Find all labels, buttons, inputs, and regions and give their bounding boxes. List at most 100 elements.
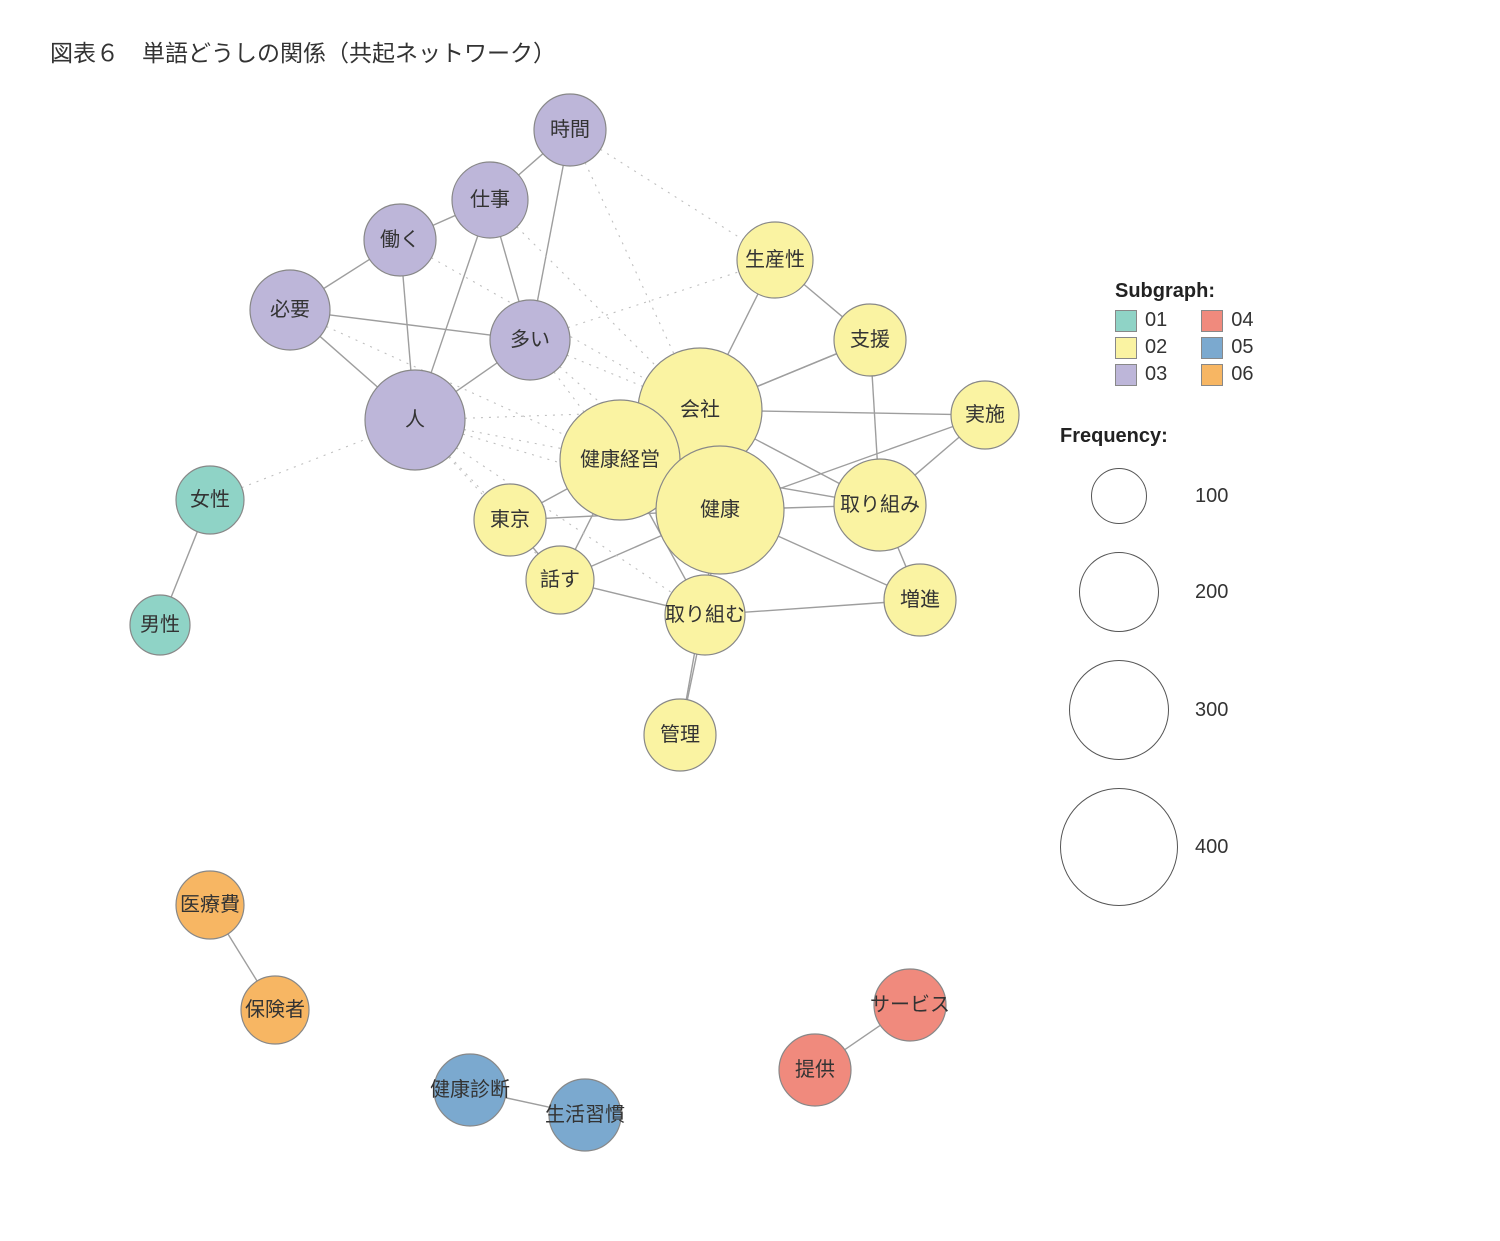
node-jisshi: 実施	[951, 381, 1019, 449]
edge	[762, 411, 951, 414]
node-teikyou: 提供	[779, 1034, 851, 1106]
node-tokyo: 東京	[474, 484, 546, 556]
node-shien: 支援	[834, 304, 906, 376]
node-kanri: 管理	[644, 699, 716, 771]
edge	[745, 603, 884, 613]
node-hataraku: 働く	[364, 204, 436, 276]
node-jikan: 時間	[534, 94, 606, 166]
legend-label: 06	[1231, 363, 1253, 386]
node-label: 医療費	[180, 893, 240, 916]
node-label: 会社	[680, 398, 720, 421]
node-label: 取り組み	[840, 493, 920, 516]
frequency-legend-items: 100200300400	[1060, 454, 1228, 920]
legend-swatch	[1201, 337, 1223, 359]
subgraph-legend-grid: 010402050306	[1115, 309, 1254, 386]
node-label: 女性	[190, 488, 230, 511]
node-service: サービス	[870, 969, 950, 1041]
frequency-label: 400	[1195, 836, 1228, 859]
edge	[568, 272, 739, 328]
edge	[537, 165, 563, 300]
edge	[593, 588, 666, 606]
edge	[600, 149, 743, 239]
edge	[757, 354, 836, 387]
legend-label: 05	[1231, 336, 1253, 359]
legend-item-06: 06	[1201, 363, 1253, 386]
node-kenkoushindan: 健康診断	[430, 1054, 510, 1126]
edge	[845, 1025, 881, 1049]
node-label: 健康	[700, 498, 740, 521]
frequency-legend: Frequency: 100200300400	[1060, 425, 1228, 920]
node-shigoto: 仕事	[452, 162, 528, 238]
edge	[915, 437, 959, 475]
frequency-item-100: 100	[1060, 454, 1228, 538]
node-hitsuyou: 必要	[250, 270, 330, 350]
node-seikatsushuukan: 生活習慣	[545, 1079, 625, 1151]
edge	[433, 215, 455, 225]
node-label: 話す	[540, 568, 580, 591]
node-dansei: 男性	[130, 595, 190, 655]
node-label: 必要	[270, 298, 310, 321]
node-iryouhi: 医療費	[176, 871, 244, 939]
legend-swatch	[1115, 364, 1137, 386]
node-label: 時間	[550, 118, 590, 141]
subgraph-legend: Subgraph: 010402050306	[1115, 280, 1254, 390]
edge	[242, 438, 369, 487]
frequency-label: 200	[1195, 581, 1228, 604]
edge	[591, 536, 661, 567]
node-label: 取り組む	[665, 603, 745, 626]
node-zoushin: 増進	[884, 564, 956, 636]
frequency-circle	[1069, 660, 1169, 760]
edge	[542, 489, 568, 503]
subgraph-legend-heading: Subgraph:	[1115, 280, 1254, 303]
figure-canvas: 図表６ 単語どうしの関係（共起ネットワーク） 時間仕事働く必要多い人女性男性生産…	[0, 0, 1500, 1241]
node-label: 多い	[510, 328, 550, 351]
legend-swatch	[1115, 310, 1137, 332]
node-label: 実施	[965, 403, 1005, 426]
edge	[228, 934, 257, 981]
edge	[872, 376, 877, 459]
edge	[554, 372, 584, 412]
node-seisansei: 生産性	[737, 222, 813, 298]
edge	[804, 284, 842, 316]
edge	[320, 336, 377, 387]
edge	[330, 315, 491, 335]
node-label: 支援	[850, 328, 890, 351]
edge	[449, 456, 485, 494]
legend-item-03: 03	[1115, 363, 1167, 386]
frequency-label: 100	[1195, 485, 1228, 508]
edge	[324, 259, 370, 288]
node-label: 働く	[380, 228, 420, 251]
legend-swatch	[1201, 310, 1223, 332]
node-label: 生産性	[745, 248, 805, 271]
edge	[171, 532, 197, 598]
legend-swatch	[1201, 364, 1223, 386]
frequency-item-200: 200	[1060, 538, 1228, 646]
legend-item-04: 04	[1201, 309, 1253, 332]
node-label: 増進	[900, 588, 940, 611]
frequency-item-400: 400	[1060, 774, 1228, 920]
node-label: 管理	[660, 723, 700, 746]
node-josei: 女性	[176, 466, 244, 534]
node-ooi: 多い	[490, 300, 570, 380]
legend-item-02: 02	[1115, 336, 1167, 359]
node-torikumu: 取り組む	[665, 575, 745, 655]
edge	[456, 363, 497, 392]
node-label: 東京	[490, 508, 530, 531]
node-label: 健康診断	[430, 1078, 510, 1101]
nodes-layer: 時間仕事働く必要多い人女性男性 生産性支援会社健康経営 実施東京 健康 取り組み話す取り…	[130, 94, 1019, 1151]
node-label: サービス	[870, 993, 950, 1016]
edge	[403, 276, 411, 370]
frequency-circle	[1060, 788, 1178, 906]
frequency-legend-heading: Frequency:	[1060, 425, 1228, 448]
node-label: 健康経営	[580, 448, 660, 471]
edge	[575, 514, 593, 550]
frequency-circle	[1079, 552, 1159, 632]
node-hito: 人	[365, 370, 465, 470]
legend-label: 03	[1145, 363, 1167, 386]
legend-item-05: 05	[1201, 336, 1253, 359]
network-svg: 時間仕事働く必要多い人女性男性 生産性支援会社健康経営 実施東京 健康 取り組み話す取り…	[0, 0, 1500, 1241]
frequency-circle	[1091, 468, 1147, 524]
edge	[519, 154, 543, 175]
node-label: 人	[405, 408, 425, 431]
node-label: 保険者	[245, 998, 305, 1021]
